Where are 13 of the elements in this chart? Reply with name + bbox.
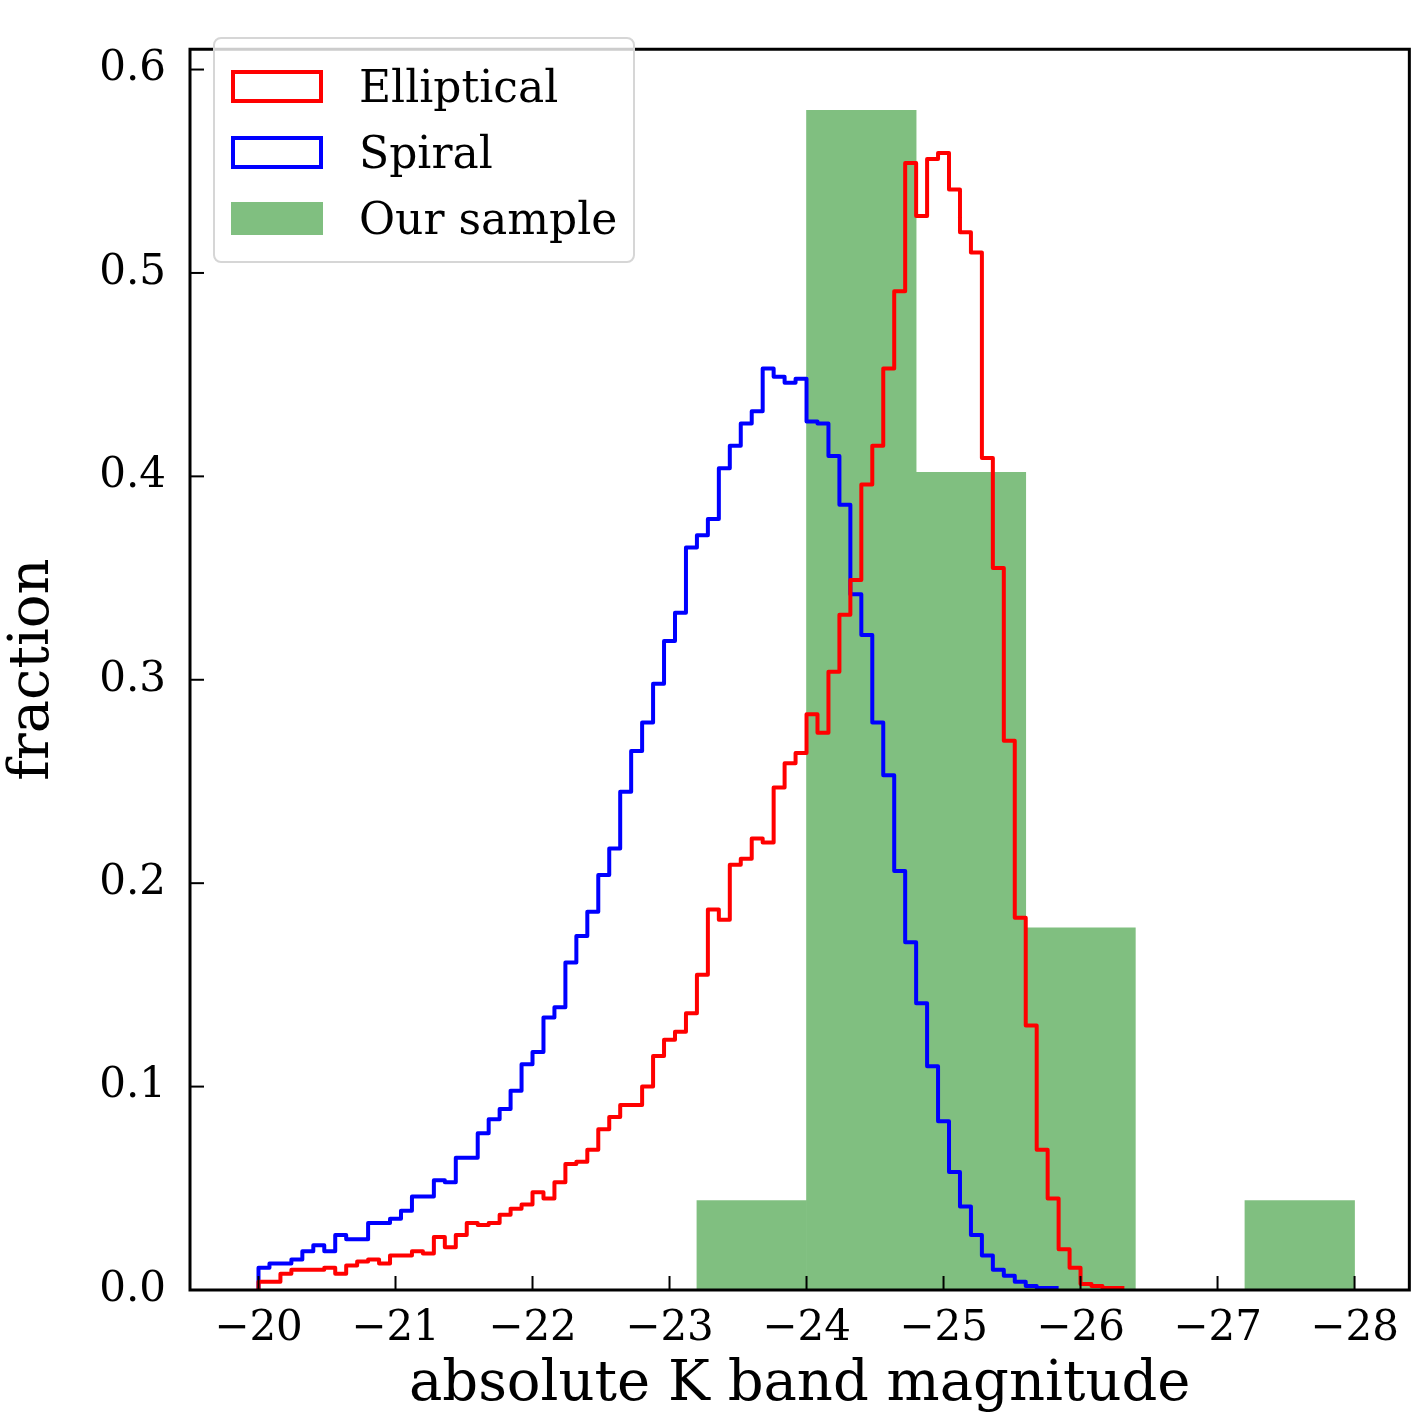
x-tick-label: −28 — [1310, 1301, 1399, 1351]
legend-label: Our sample — [359, 192, 618, 244]
legend-label: Spiral — [359, 126, 493, 178]
y-tick-label: 0.1 — [99, 1058, 166, 1108]
y-tick-label: 0.0 — [99, 1261, 166, 1311]
legend-label: Elliptical — [359, 60, 559, 112]
y-tick-label: 0.2 — [99, 855, 166, 905]
y-tick-label: 0.3 — [99, 651, 166, 701]
y-tick-label: 0.5 — [99, 244, 166, 294]
y-tick-label: 0.6 — [99, 41, 166, 91]
x-tick-label: −20 — [214, 1301, 303, 1351]
y-axis-title: fraction — [0, 558, 62, 781]
y-tick-label: 0.4 — [99, 448, 166, 498]
